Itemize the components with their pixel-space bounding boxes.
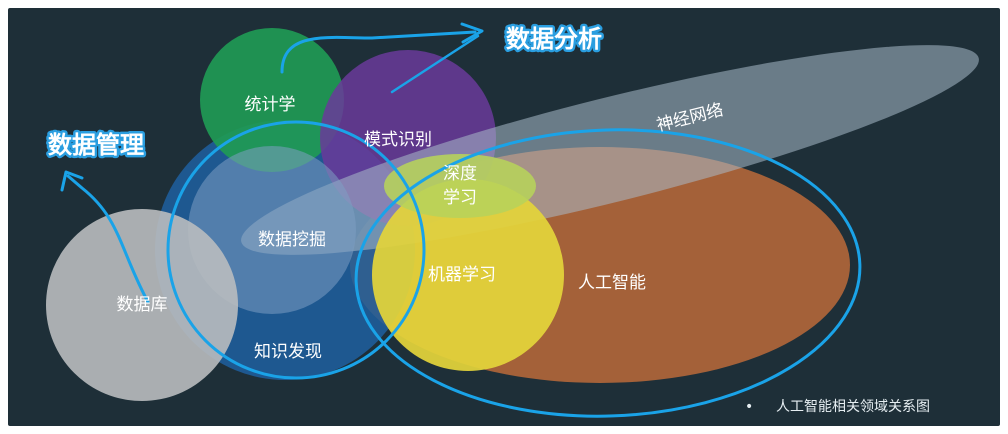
machine-learning-label: 机器学习 [428,265,496,285]
deep-learning-label-line2: 学习 [443,188,477,208]
ai-outline [354,128,862,418]
deep-learning-label-line1: 深度 [443,164,477,184]
pattern-recognition-label: 模式识别 [364,130,432,150]
caption-text: 人工智能相关领域关系图 [776,399,930,415]
artificial-intelligence-label: 人工智能 [578,273,646,293]
data-mining-label: 数据挖掘 [258,230,326,250]
database-label: 数据库 [117,295,168,315]
data-management-arrow-line [66,174,150,304]
data-management-arrowhead [60,170,84,192]
data-analysis-arrow-line [280,30,477,74]
statistics-label: 统计学 [245,95,296,115]
deep-learning-region [384,154,536,218]
data-analysis-arrow-line-2 [390,34,480,94]
data-management-callout: 数据管理 [48,131,144,159]
caption-bullet: • [745,399,753,415]
data-analysis-callout: 数据分析 [506,25,602,53]
data-analysis-arrowhead [460,22,484,44]
knowledge-discovery-label: 知识发现 [254,342,322,362]
database-region [46,209,238,401]
machine-learning-region [372,179,564,371]
data-management-outline [166,120,426,380]
